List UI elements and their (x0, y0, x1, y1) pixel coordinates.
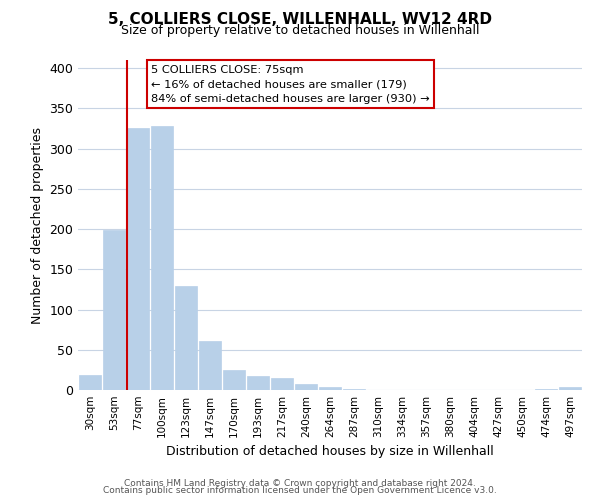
Y-axis label: Number of detached properties: Number of detached properties (31, 126, 44, 324)
Bar (343, 389, 365, 390)
Bar (271, 378, 293, 390)
Bar (79, 374, 101, 390)
Bar (103, 230, 125, 390)
Bar (559, 387, 581, 390)
Bar (247, 376, 269, 390)
Text: 5 COLLIERS CLOSE: 75sqm
← 16% of detached houses are smaller (179)
84% of semi-d: 5 COLLIERS CLOSE: 75sqm ← 16% of detache… (151, 65, 430, 104)
Bar (175, 286, 197, 390)
Text: 5, COLLIERS CLOSE, WILLENHALL, WV12 4RD: 5, COLLIERS CLOSE, WILLENHALL, WV12 4RD (108, 12, 492, 28)
Bar (199, 341, 221, 390)
Bar (535, 389, 557, 390)
Text: Contains public sector information licensed under the Open Government Licence v3: Contains public sector information licen… (103, 486, 497, 495)
Bar (319, 387, 341, 390)
Text: Contains HM Land Registry data © Crown copyright and database right 2024.: Contains HM Land Registry data © Crown c… (124, 478, 476, 488)
Bar (223, 370, 245, 390)
Text: Size of property relative to detached houses in Willenhall: Size of property relative to detached ho… (121, 24, 479, 37)
Bar (295, 384, 317, 390)
X-axis label: Distribution of detached houses by size in Willenhall: Distribution of detached houses by size … (166, 446, 494, 458)
Bar (127, 128, 149, 390)
Bar (151, 126, 173, 390)
